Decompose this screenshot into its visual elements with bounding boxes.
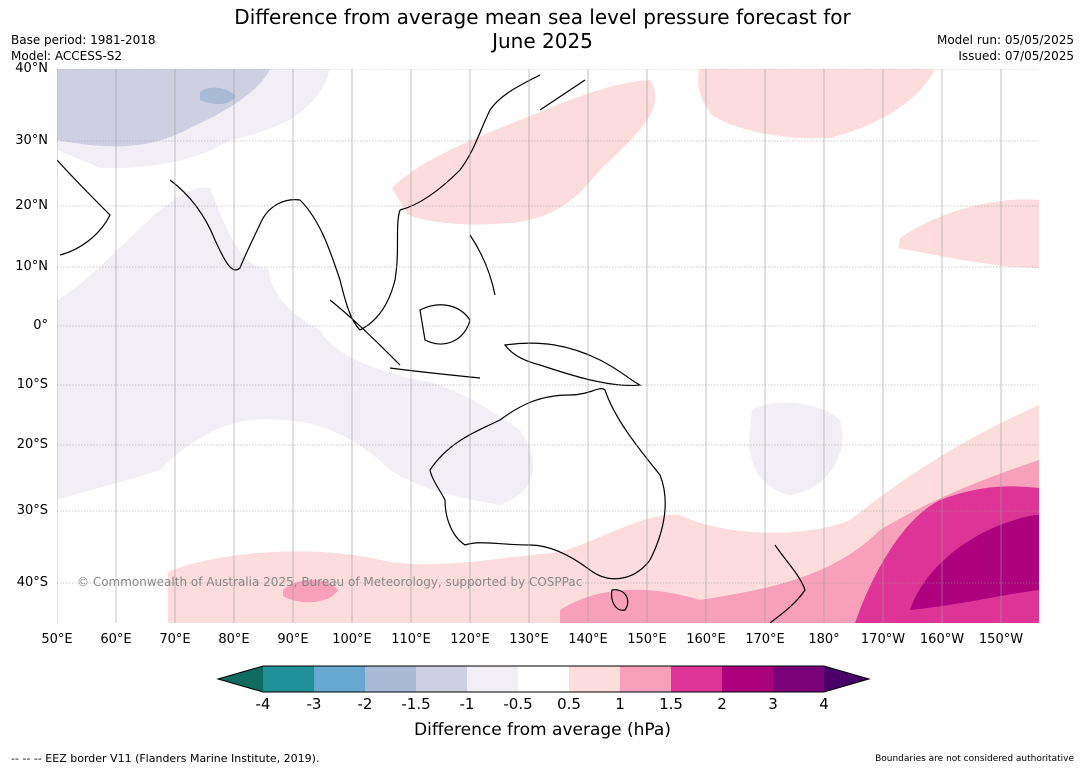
colorbar [216,665,871,693]
lat-label-30s: 30°S [16,503,48,518]
colorbar-seg-2 [365,666,416,692]
lon-label-160w: 160°W [919,632,965,647]
colorbar-label-11: 4 [819,695,829,713]
copyright-text: © Commonwealth of Australia 2025, Bureau… [77,575,583,589]
colorbar-label-4: -1 [459,695,475,713]
colorbar-seg-0 [263,666,314,692]
coast-indochina [299,199,401,331]
eez-footnote: -- -- -- EEZ border V11 (Flanders Marine… [11,752,320,765]
coast-philippines [469,234,496,296]
lon-label-100e: 100°E [332,632,372,647]
lon-label-150e: 150°E [627,632,667,647]
lat-label-20s: 20°S [16,437,48,452]
lon-label-80e: 80°E [218,632,250,647]
colorbar-seg-7 [620,666,671,692]
boundaries-footnote: Boundaries are not considered authoritat… [875,754,1074,764]
coastlines [57,74,806,623]
colorbar-outline [216,665,871,693]
base-period-text: Base period: 1981-2018 [11,33,156,47]
colorbar-label-0: -4 [255,695,271,713]
lon-label-180: 180° [808,632,840,647]
colorbar-label-8: 1.5 [659,695,683,713]
lon-label-130e: 130°E [509,632,549,647]
lon-label-50e: 50°E [41,632,73,647]
colorbar-seg-9 [722,666,773,692]
lon-label-70e: 70°E [159,632,191,647]
lat-label-20n: 20°N [15,198,48,213]
coast-india [169,179,301,271]
lat-label-10n: 10°N [15,259,48,274]
colorbar-label-3: -1.5 [401,695,431,713]
coast-china [399,74,541,211]
anomaly-neg2-tibet [200,87,236,105]
lon-label-140e: 140°E [568,632,608,647]
anomaly-pos05-china-sea [392,80,656,225]
colorbar-seg-1 [314,666,365,692]
colorbar-seg-4 [467,666,518,692]
coast-arabia [57,159,111,256]
lon-label-160e: 160°E [686,632,726,647]
lon-label-170e: 170°E [745,632,785,647]
coast-new-zealand [769,544,806,623]
anomaly-neg1-indian-ocean [57,187,534,505]
colorbar-arrow-left [218,666,263,692]
colorbar-label-1: -3 [306,695,322,713]
anomaly-pos05-north-pacific [698,69,935,139]
lon-label-90e: 90°E [277,632,309,647]
colorbar-title: Difference from average (hPa) [414,720,671,740]
map-plot-area [57,69,1039,623]
coast-australia [429,388,666,580]
anomaly-neg1-pacific [749,402,843,495]
issued-text: Issued: 07/05/2025 [958,49,1074,63]
model-text: Model: ACCESS-S2 [11,49,123,63]
anomaly-pos1-small [283,579,338,603]
lat-label-0: 0° [33,318,48,333]
lat-label-30n: 30°N [15,133,48,148]
colorbar-seg-3 [416,666,467,692]
map-title: Difference from average mean sea level p… [0,5,1085,53]
lat-label-10s: 10°S [16,377,48,392]
lon-label-170w: 170°W [860,632,906,647]
anomaly-pos05-southern [168,405,1039,623]
model-run-text: Model run: 05/05/2025 [936,33,1074,47]
lat-label-40n: 40°N [15,61,48,76]
lon-label-120e: 120°E [450,632,490,647]
title-line-1: Difference from average mean sea level p… [234,5,851,29]
colorbar-label-6: 0.5 [557,695,581,713]
coast-sumatra [329,299,401,366]
colorbar-label-10: 3 [768,695,778,713]
colorbar-label-2: -2 [357,695,373,713]
lon-label-150w: 150°W [978,632,1024,647]
lon-label-60e: 60°E [100,632,132,647]
colorbar-arrow-right [824,666,869,692]
meta-right: Model run: 05/05/2025 Issued: 07/05/2025 [937,32,1074,64]
colorbar-label-5: -0.5 [503,695,533,713]
lat-label-40s: 40°S [16,575,48,590]
colorbar-seg-8 [671,666,722,692]
colorbar-label-7: 1 [615,695,625,713]
lon-label-110e: 110°E [391,632,431,647]
colorbar-seg-5 [518,666,569,692]
coast-japan [539,79,586,111]
colorbar-seg-6 [569,666,620,692]
lon-gridlines [57,69,1002,623]
title-line-2: June 2025 [492,29,593,53]
colorbar-label-9: 2 [717,695,727,713]
anomaly-pos05-north-pacific-east [898,199,1039,268]
colorbar-seg-10 [773,666,824,692]
map-frame [57,69,1039,623]
coast-tasmania [610,589,629,611]
meta-left: Base period: 1981-2018 Model: ACCESS-S2 [11,32,156,64]
coast-java [389,367,481,379]
